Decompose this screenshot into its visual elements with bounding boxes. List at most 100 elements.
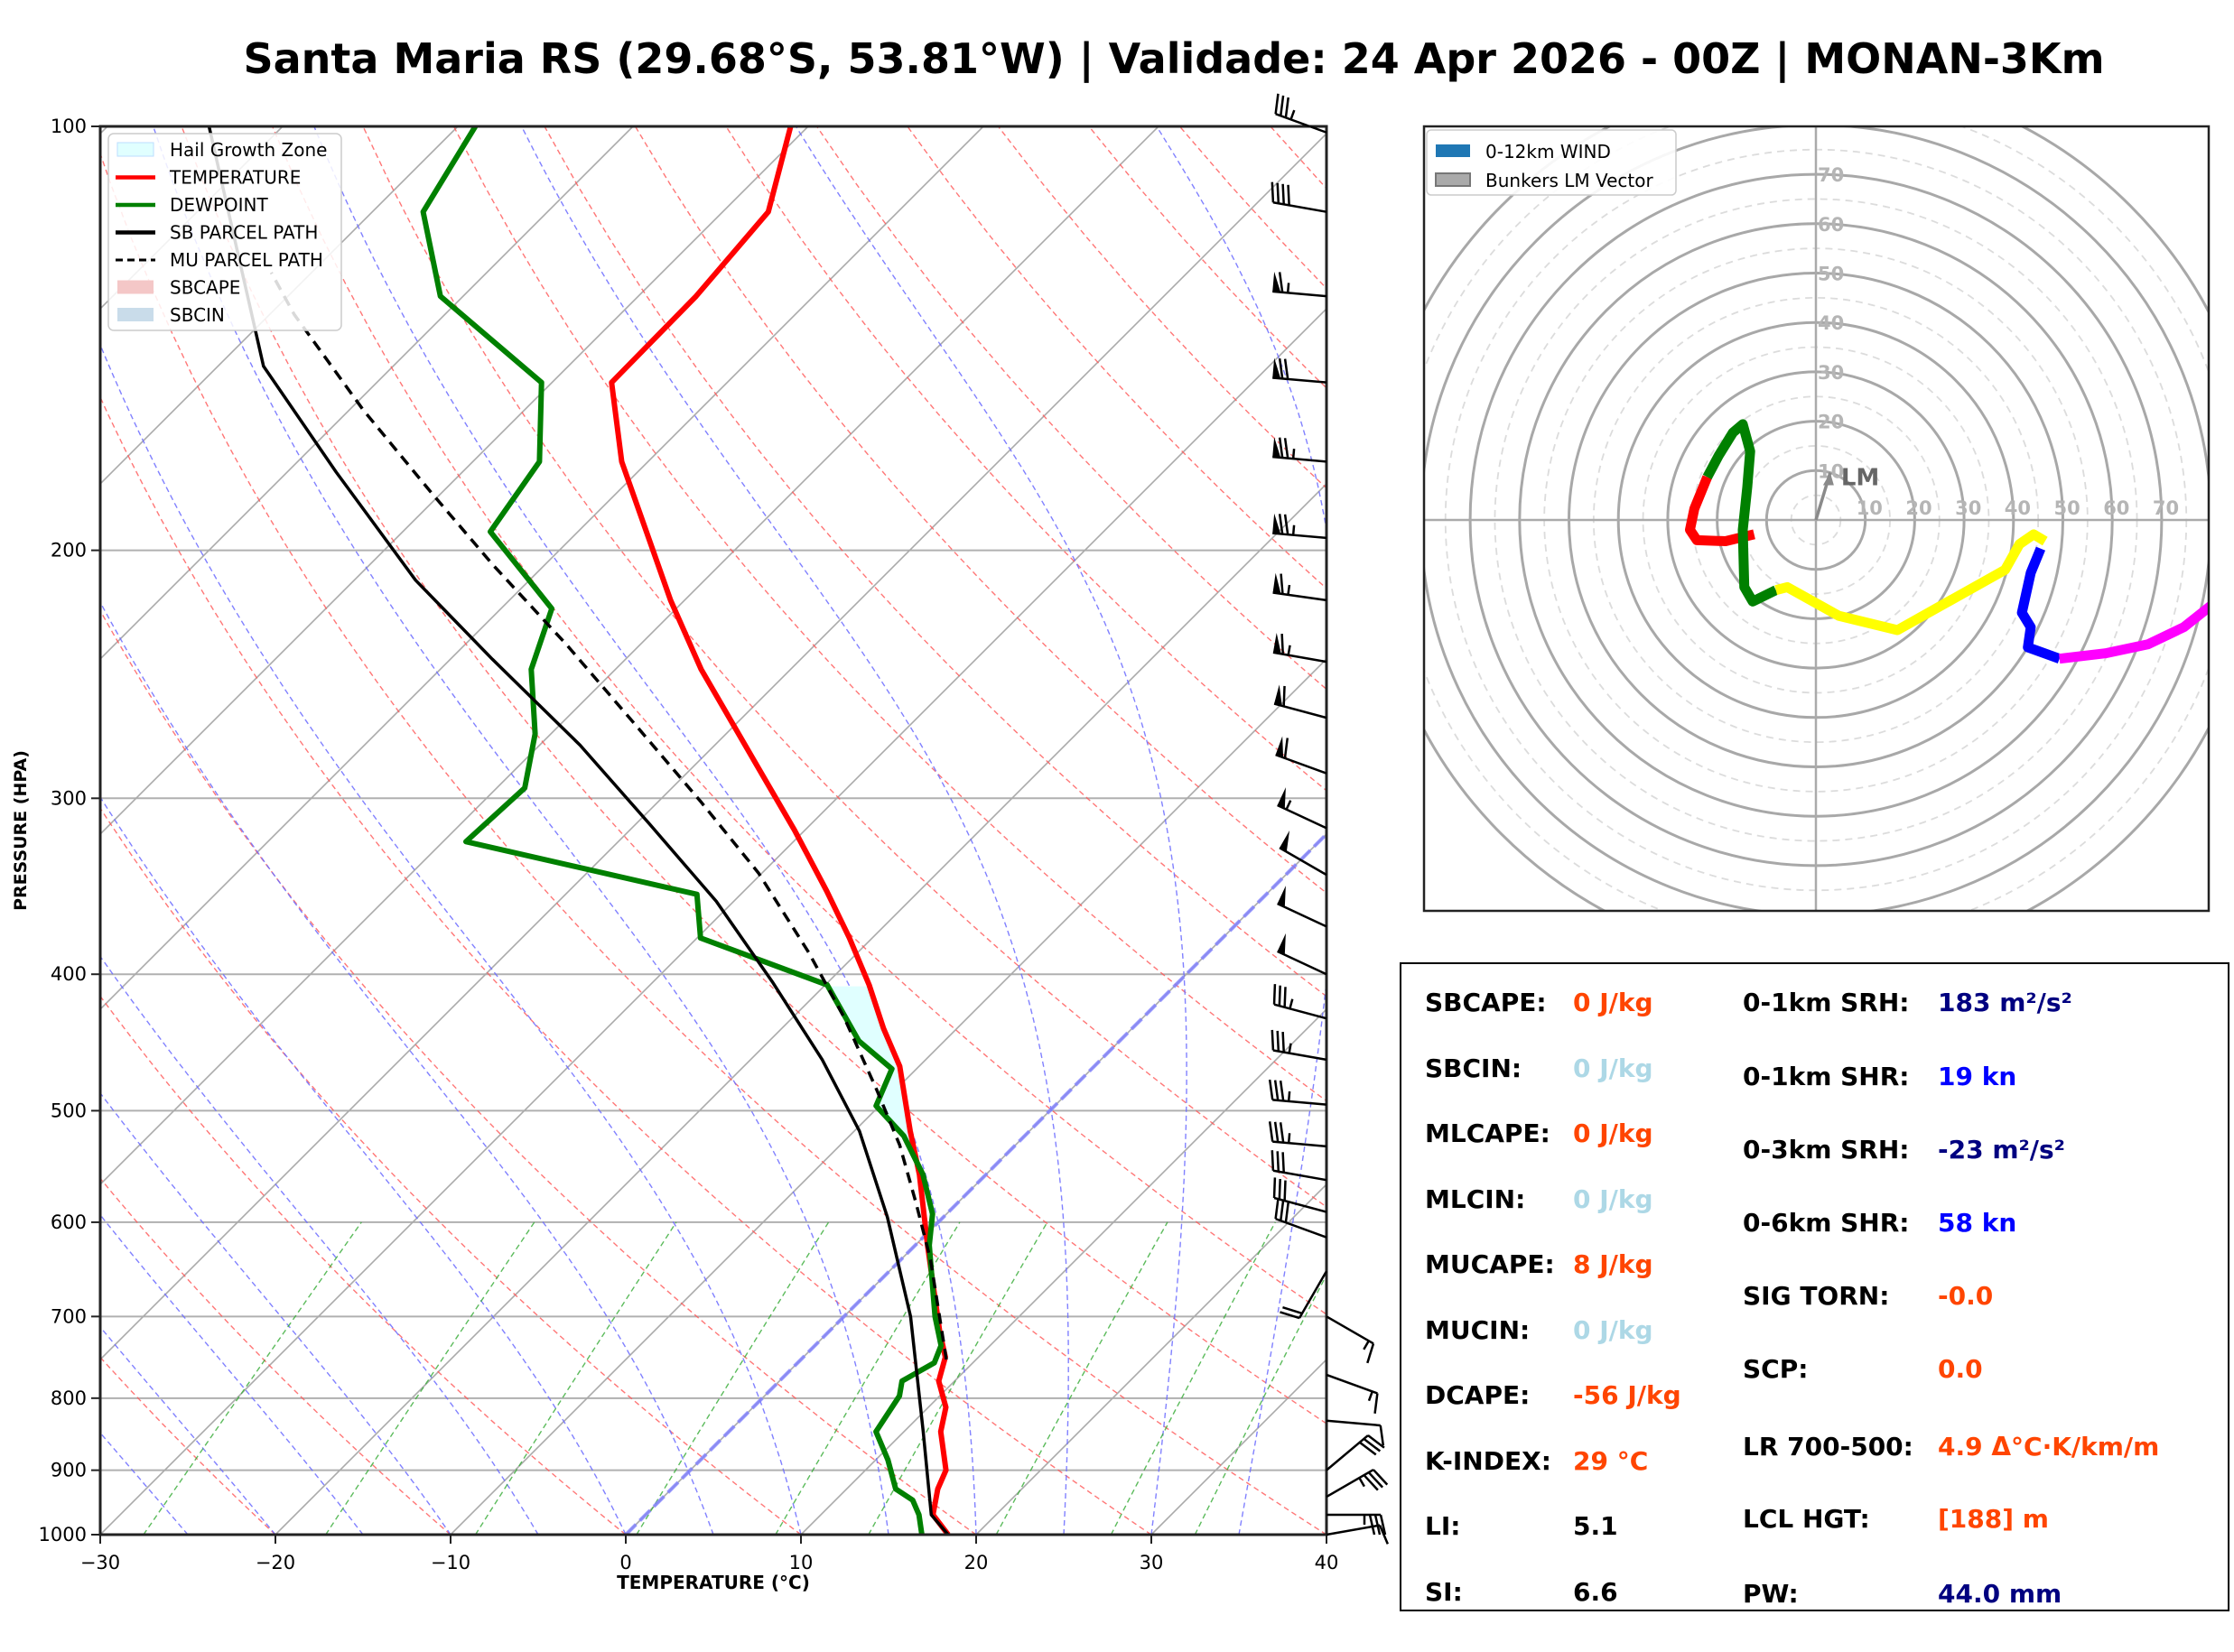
legend-box: [1426, 129, 1677, 196]
ring-label-x: 10: [1857, 497, 1883, 519]
y-tick-label: 1000: [39, 1524, 87, 1545]
barb-full: [1379, 1514, 1387, 1536]
x-tick-label: −30: [80, 1552, 120, 1573]
dry-adiabat: [181, 126, 1326, 1425]
stat-value: -23 m²/s²: [1938, 1135, 2065, 1165]
isotherm-line: [100, 126, 1159, 1186]
barb-full: [1367, 1471, 1384, 1489]
dry-adiabat: [634, 126, 1326, 895]
stat-value: 8 J/kg: [1573, 1249, 1653, 1279]
dry-adiabat: [452, 126, 1326, 1102]
isotherm-line: [100, 126, 459, 486]
barb-shaft: [1279, 847, 1327, 877]
skew-t-legend: Hail Growth Zone TEMPERATURE DEWPOINT SB PA…: [107, 133, 342, 331]
stat-value: [188] m: [1938, 1504, 2049, 1534]
x-tick-label: −20: [256, 1552, 295, 1573]
lm-label: LM: [1841, 464, 1879, 491]
wind-barb: [1271, 181, 1327, 213]
isotherm-line: [100, 126, 634, 661]
moist-adiabat: [100, 1432, 189, 1535]
barb-shaft: [1326, 1468, 1374, 1499]
barb-full: [1283, 514, 1289, 535]
barb-flag: [1272, 572, 1281, 594]
y-tick-label: 800: [51, 1387, 87, 1409]
barb-full: [1279, 1122, 1285, 1143]
stat-label: K-INDEX:: [1425, 1445, 1551, 1476]
barb-shaft: [1273, 1196, 1327, 1213]
barb-shaft: [1326, 1419, 1381, 1427]
stat-label: MUCIN:: [1425, 1314, 1531, 1345]
mixing-ratio-line: [775, 1221, 961, 1535]
ring-label-x: 60: [2103, 497, 2129, 519]
hodograph-segment: [1774, 529, 2048, 636]
sb-parcel-path-line: [207, 126, 950, 1535]
barb-half: [1289, 998, 1294, 1009]
barb-flag: [1272, 437, 1281, 458]
barb-half: [1289, 109, 1296, 120]
barb-full: [1280, 1200, 1285, 1221]
y-tick-label: 700: [51, 1305, 87, 1327]
legend-label: 0-12km WIND: [1485, 141, 1611, 162]
barb-full: [1272, 1177, 1277, 1199]
barb-full: [1276, 1151, 1280, 1172]
barb-flag: [1275, 736, 1284, 758]
stat-value: -56 J/kg: [1573, 1380, 1681, 1410]
barb-full: [1278, 272, 1284, 292]
barb-half: [1287, 645, 1291, 655]
dry-adiabat: [100, 1356, 276, 1535]
mixing-ratio-line: [1110, 1221, 1276, 1535]
barb-shaft: [1272, 1099, 1327, 1106]
hodograph-legend: 0-12km WIND Bunkers LM Vector: [1426, 129, 1677, 196]
barb-shaft: [1326, 1373, 1378, 1395]
barb-shaft: [1272, 1169, 1327, 1182]
isotherm-line: [100, 307, 1326, 1535]
wind-barb: [1326, 1513, 1387, 1536]
barb-flag: [1277, 886, 1286, 907]
stat-value: 0.0: [1938, 1354, 1983, 1384]
legend-label: Hail Growth Zone: [170, 139, 327, 161]
dry-adiabat: [100, 1177, 451, 1535]
barb-full: [1283, 1180, 1287, 1202]
legend-label: SB PARCEL PATH: [170, 222, 318, 244]
barb-shaft: [1326, 1524, 1381, 1536]
wind-barb: [1272, 357, 1327, 384]
moist-adiabat: [100, 955, 539, 1535]
barb-half: [1286, 283, 1290, 293]
barb-full: [1282, 685, 1286, 707]
chart-title: Santa Maria RS (29.68°S, 53.81°W) | Vali…: [243, 34, 2105, 83]
barb-full: [1280, 573, 1284, 595]
wind-barb: [1272, 1177, 1327, 1213]
legend-item: DEWPOINT: [116, 194, 268, 216]
moist-adiabat: [520, 126, 1069, 1535]
ring-label-y: 40: [1818, 312, 1844, 334]
barb-full: [1366, 1342, 1375, 1364]
barb-half: [1291, 524, 1296, 535]
wind-barb: [1274, 1198, 1327, 1239]
barb-full: [1276, 1030, 1280, 1052]
barb-shaft: [1272, 1049, 1327, 1062]
barb-full: [1284, 97, 1289, 118]
barb-shaft: [1272, 201, 1327, 213]
stat-value: 0 J/kg: [1573, 1183, 1653, 1214]
moist-adiabat: [313, 126, 977, 1535]
dry-adiabat: [544, 126, 1326, 998]
x-tick-label: 40: [1315, 1552, 1339, 1573]
wind-barb: [1273, 684, 1327, 719]
barb-full: [1271, 1150, 1275, 1171]
moist-adiabat: [100, 343, 802, 1535]
wind-barb: [1326, 1434, 1385, 1471]
legend-swatch: [116, 142, 154, 157]
hodograph-segment: [2016, 546, 2062, 664]
x-tick-label: 0: [619, 1552, 631, 1573]
barb-full: [1367, 1434, 1385, 1449]
legend-label: SBCAPE: [170, 277, 240, 299]
ring-label-x: 40: [2005, 497, 2031, 519]
legend-label: TEMPERATURE: [169, 167, 301, 189]
y-tick-label: 900: [51, 1460, 87, 1481]
wind-barb: [1272, 513, 1327, 540]
barb-full: [1281, 183, 1285, 205]
wind-barb: [1279, 831, 1327, 877]
wind-barb: [1326, 1373, 1379, 1414]
